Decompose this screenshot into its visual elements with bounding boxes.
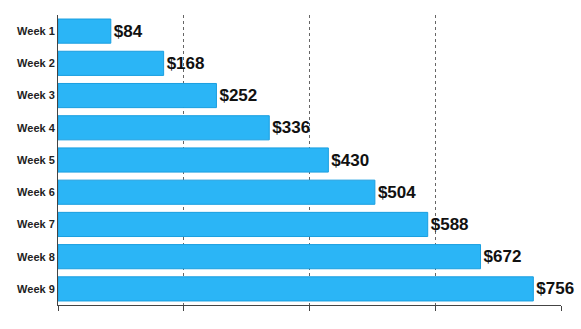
svg-text:$336: $336 bbox=[272, 118, 310, 137]
svg-text:Week 5: Week 5 bbox=[17, 154, 55, 166]
svg-text:$756: $756 bbox=[536, 279, 574, 298]
svg-text:Week 1: Week 1 bbox=[17, 25, 55, 37]
svg-text:$588: $588 bbox=[431, 215, 469, 234]
svg-text:Week 6: Week 6 bbox=[17, 186, 55, 198]
svg-text:Week 4: Week 4 bbox=[17, 122, 56, 134]
svg-text:Week 9: Week 9 bbox=[17, 283, 55, 295]
svg-text:$430: $430 bbox=[331, 151, 369, 170]
svg-text:$168: $168 bbox=[167, 54, 205, 73]
svg-text:$84: $84 bbox=[114, 22, 143, 41]
svg-text:Week 3: Week 3 bbox=[17, 89, 55, 101]
svg-text:$672: $672 bbox=[484, 247, 522, 266]
svg-text:$252: $252 bbox=[219, 86, 257, 105]
svg-text:Week 7: Week 7 bbox=[17, 218, 55, 230]
svg-text:$504: $504 bbox=[378, 183, 416, 202]
svg-text:Week 2: Week 2 bbox=[17, 57, 55, 69]
svg-text:Week 8: Week 8 bbox=[17, 251, 55, 263]
